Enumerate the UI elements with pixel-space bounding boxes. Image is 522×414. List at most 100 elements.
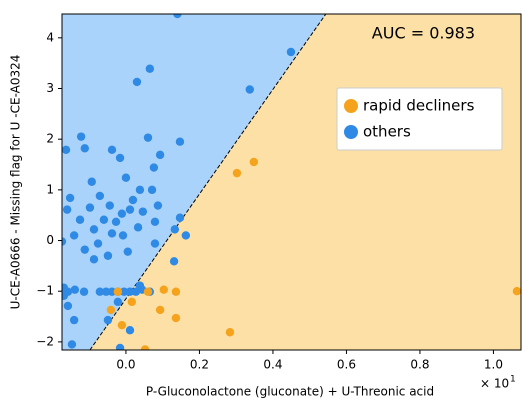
point bbox=[62, 205, 72, 214]
point bbox=[118, 231, 128, 240]
point bbox=[101, 287, 111, 296]
point bbox=[79, 287, 89, 296]
point bbox=[115, 343, 125, 350]
point bbox=[149, 163, 159, 172]
point bbox=[125, 205, 135, 214]
point bbox=[93, 239, 103, 248]
point bbox=[70, 285, 80, 294]
point bbox=[140, 345, 150, 350]
x-axis-label: P-Gluconolactone (gluconate) + U-Threoni… bbox=[146, 385, 434, 399]
point bbox=[143, 133, 153, 142]
point bbox=[127, 297, 137, 307]
point bbox=[106, 305, 116, 315]
y-tick-label: −2 bbox=[36, 334, 54, 348]
point bbox=[76, 132, 86, 141]
point bbox=[171, 287, 181, 296]
point bbox=[119, 287, 129, 296]
point bbox=[143, 287, 153, 296]
point bbox=[117, 209, 127, 218]
y-axis-label: U-CE-A0666 - Missing flag for U -CE-A032… bbox=[9, 55, 23, 310]
x-offset-exponent: 1 bbox=[510, 375, 516, 385]
point bbox=[95, 191, 105, 201]
point bbox=[138, 207, 148, 216]
point bbox=[125, 326, 135, 335]
point bbox=[169, 257, 179, 266]
point bbox=[62, 145, 71, 155]
point bbox=[113, 297, 123, 307]
point bbox=[80, 144, 89, 153]
point bbox=[135, 185, 145, 195]
point bbox=[181, 231, 191, 240]
point bbox=[111, 217, 121, 226]
point bbox=[286, 47, 296, 57]
point bbox=[117, 320, 127, 330]
point bbox=[225, 328, 235, 337]
point bbox=[173, 14, 182, 19]
point bbox=[123, 247, 132, 256]
point bbox=[69, 231, 79, 240]
x-tick-label: 0.4 bbox=[263, 358, 282, 372]
point bbox=[105, 201, 114, 210]
point bbox=[155, 305, 165, 315]
y-tick-label: −1 bbox=[36, 284, 54, 298]
point bbox=[159, 285, 168, 294]
x-tick-label: 0.8 bbox=[410, 358, 429, 372]
point bbox=[115, 153, 125, 163]
point bbox=[132, 77, 142, 87]
x-tick-label: 0.2 bbox=[190, 358, 209, 372]
y-tick-label: 0 bbox=[46, 233, 54, 247]
region-others bbox=[62, 14, 326, 350]
point bbox=[249, 157, 259, 167]
legend-marker bbox=[344, 99, 358, 113]
y-tick-label: 3 bbox=[46, 81, 54, 95]
point bbox=[107, 229, 117, 238]
point bbox=[75, 215, 85, 224]
point bbox=[155, 150, 165, 160]
point bbox=[62, 237, 67, 246]
point bbox=[63, 301, 73, 311]
point bbox=[89, 225, 99, 234]
point bbox=[150, 239, 160, 248]
point bbox=[121, 173, 131, 182]
x-tick-label: 0.0 bbox=[116, 358, 135, 372]
legend-marker bbox=[344, 125, 358, 139]
point bbox=[245, 85, 254, 94]
point bbox=[103, 251, 113, 260]
point bbox=[153, 201, 163, 210]
point bbox=[150, 217, 160, 226]
point bbox=[99, 215, 109, 224]
point bbox=[69, 315, 79, 325]
point bbox=[147, 185, 157, 195]
auc-annotation: AUC = 0.983 bbox=[372, 24, 475, 43]
point bbox=[512, 287, 521, 296]
legend-label: rapid decliners bbox=[363, 97, 475, 115]
y-tick-label: 4 bbox=[46, 30, 54, 44]
point bbox=[103, 315, 113, 325]
legend-box bbox=[336, 87, 503, 151]
point bbox=[128, 195, 138, 205]
point bbox=[125, 287, 135, 296]
y-tick-label: 1 bbox=[46, 182, 54, 196]
point bbox=[113, 287, 123, 296]
point bbox=[89, 255, 99, 264]
point bbox=[133, 223, 143, 232]
point bbox=[107, 287, 117, 296]
point bbox=[67, 340, 77, 349]
point bbox=[80, 245, 89, 254]
legend-label: others bbox=[363, 123, 411, 141]
x-offset-text: × 10 bbox=[480, 377, 509, 391]
y-tick-label: 2 bbox=[46, 132, 54, 146]
point bbox=[62, 291, 69, 300]
plot-frame bbox=[61, 13, 522, 351]
point bbox=[85, 203, 95, 212]
point bbox=[175, 137, 185, 146]
x-tick-label: 1.0 bbox=[484, 358, 503, 372]
point bbox=[145, 64, 155, 73]
point bbox=[170, 225, 180, 234]
point bbox=[107, 145, 117, 155]
point bbox=[232, 168, 242, 178]
point bbox=[175, 213, 185, 222]
point bbox=[65, 193, 75, 203]
x-tick-label: 0.6 bbox=[337, 358, 356, 372]
point bbox=[87, 177, 96, 186]
